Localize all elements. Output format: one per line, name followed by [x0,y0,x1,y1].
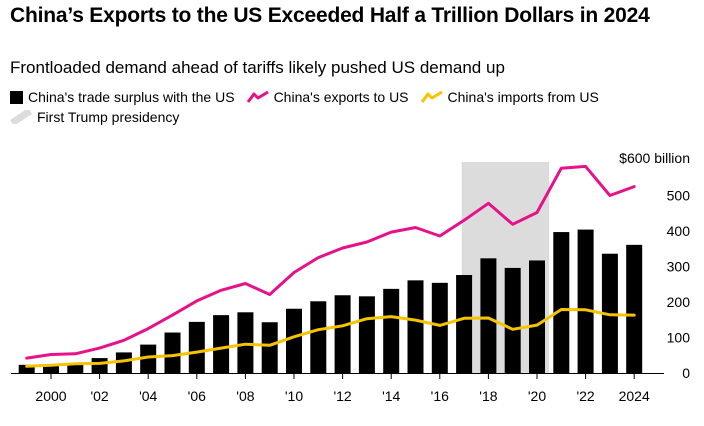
y-tick-label-100: 100 [667,330,691,346]
bar-surplus-2008 [237,312,254,373]
legend-row-2: First Trump presidency [10,107,700,127]
line-imports [25,308,636,368]
legend-swatch-surplus [10,90,23,104]
bar-surplus-2021 [553,232,570,373]
legend-label-surplus: China's trade surplus with the US [28,89,235,105]
legend-label-exports: China's exports to US [273,89,409,105]
legend-label-shade: First Trump presidency [37,109,180,125]
x-tick-label-2020: '20 [528,388,546,404]
bar-surplus-2024 [626,244,643,373]
bar-surplus-2012 [334,295,351,373]
bar-surplus-2003 [115,352,132,373]
bar-surplus-2005 [164,332,181,373]
legend-swatch-imports [420,90,443,103]
bar-surplus-2019 [504,267,521,373]
y-tick-label-500: 500 [667,188,691,204]
x-tick-label-2018: '18 [479,388,497,404]
bar-surplus-2001 [67,363,84,373]
legend-swatch-shade [10,110,32,124]
bar-surplus-2011 [310,301,327,373]
bar-surplus-2018 [480,258,497,373]
x-tick-label-2010: '10 [285,388,303,404]
legend-item-surplus: China's trade surplus with the US [10,87,235,107]
bar-surplus-2004 [140,344,157,373]
y-tick-label-600: $600 billion [619,150,690,166]
x-tick-label-2008: '08 [236,388,254,404]
legend-label-imports: China's imports from US [447,89,599,105]
x-tick-label-2024: 2024 [619,388,650,404]
legend-item-exports: China's exports to US [246,87,409,107]
bar-surplus-2017 [456,275,473,373]
legend-item-imports: China's imports from US [420,87,599,107]
bar-surplus-2020 [529,260,545,373]
bar-surplus-2006 [188,321,205,373]
y-tick-label-200: 200 [667,294,691,310]
chart-title: China’s Exports to the US Exceeded Half … [10,4,650,27]
bar-surplus-2016 [431,282,448,373]
x-tick-label-2012: '12 [333,388,351,404]
bar-surplus-2010 [286,308,302,373]
y-tick-label-400: 400 [667,223,691,239]
x-tick-label-2016: '16 [431,388,449,404]
y-tick-label-0: 0 [682,365,690,381]
x-tick-label-2000: 2000 [35,388,66,404]
legend-row-1: China's trade surplus with the US China'… [10,87,700,107]
x-tick-label-2002: '02 [90,388,108,404]
bar-surplus-2014 [383,288,400,373]
line-exports [25,164,636,360]
bar-surplus-2009 [261,322,278,373]
bar-surplus-2022 [577,229,594,373]
chart-subtitle: Frontloaded demand ahead of tariffs like… [10,58,505,77]
bar-surplus-2000 [43,364,59,373]
x-tick-label-2022: '22 [576,388,594,404]
bar-surplus-2013 [358,296,375,373]
legend-swatch-exports [246,90,269,103]
bar-surplus-2002 [91,358,108,373]
legend: China's trade surplus with the US China'… [10,87,700,127]
x-tick-label-2004: '04 [139,388,157,404]
x-tick-label-2014: '14 [382,388,400,404]
bar-surplus-2007 [213,315,230,373]
y-tick-label-300: 300 [667,259,691,275]
bar-surplus-1999 [18,364,35,373]
x-tick-label-2006: '06 [188,388,206,404]
legend-item-shade: First Trump presidency [10,107,179,127]
bar-surplus-2015 [407,280,424,373]
